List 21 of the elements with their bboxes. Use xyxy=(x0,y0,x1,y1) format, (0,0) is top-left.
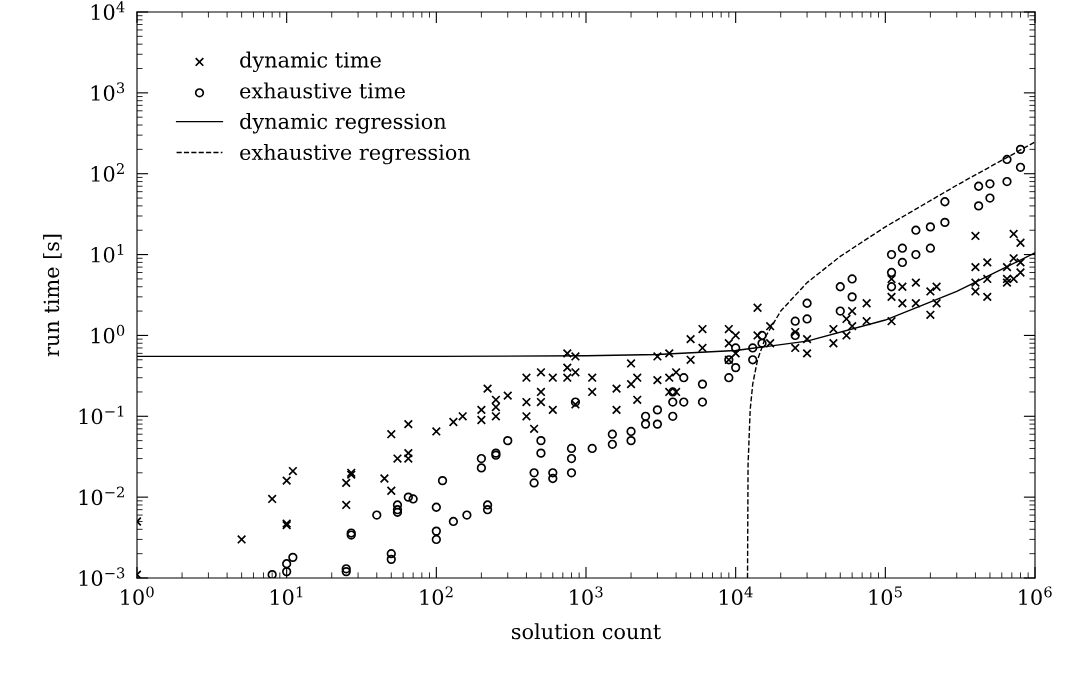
y-tick-label: 10$^{−3}$ xyxy=(79,567,125,587)
x-tick-label: 10$^{3}$ xyxy=(570,586,603,606)
x-tick-label: 10$^{0}$ xyxy=(121,586,154,606)
legend-label: dynamic time xyxy=(240,51,381,73)
y-tick-label: 10$^{−1}$ xyxy=(79,405,124,425)
legend-label: dynamic regression xyxy=(240,113,447,134)
x-axis-title: solution count xyxy=(511,623,662,640)
legend-label: exhaustive regression xyxy=(240,143,471,165)
x-tick-label: 10$^{1}$ xyxy=(270,586,303,606)
legend-label: exhaustive time xyxy=(240,82,405,99)
y-axis-title: run time [s] xyxy=(43,234,62,357)
y-tick-label: 10$^{2}$ xyxy=(91,163,124,182)
y-tick-label: 10$^{−2}$ xyxy=(79,486,124,506)
x-tick-label: 10$^{4}$ xyxy=(719,586,753,606)
x-tick-label: 10$^{5}$ xyxy=(869,586,902,606)
y-tick-label: 10$^{4}$ xyxy=(91,1,125,21)
y-tick-label: 10$^{3}$ xyxy=(91,82,125,101)
x-tick-label: 10$^{6}$ xyxy=(1019,586,1052,606)
x-tick-label: 10$^{2}$ xyxy=(420,586,453,606)
y-tick-label: 10$^{1}$ xyxy=(91,243,124,263)
y-tick-label: 10$^{0}$ xyxy=(91,324,125,344)
